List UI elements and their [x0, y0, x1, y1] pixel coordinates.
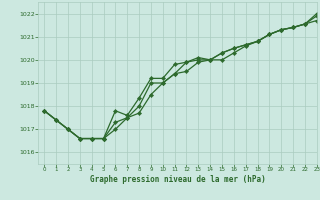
X-axis label: Graphe pression niveau de la mer (hPa): Graphe pression niveau de la mer (hPa) — [90, 175, 266, 184]
